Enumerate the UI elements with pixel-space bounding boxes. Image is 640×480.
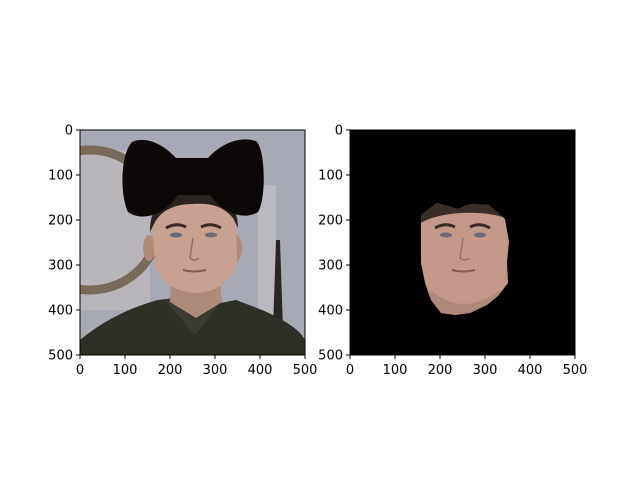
cropped-nose bbox=[459, 237, 470, 261]
right-y-tick-label: 400 bbox=[318, 304, 343, 319]
nose bbox=[189, 237, 200, 261]
right-image-panel bbox=[350, 130, 575, 355]
cropped-hair bbox=[421, 203, 509, 226]
black-mask bbox=[122, 139, 264, 217]
eyebrow-right bbox=[200, 223, 222, 230]
right-x-tick-label: 400 bbox=[518, 363, 543, 378]
left-x-tick-label: 0 bbox=[76, 363, 84, 378]
cropped-eyebrow-left bbox=[434, 223, 456, 230]
face bbox=[152, 195, 237, 293]
left-y-tick-label: 500 bbox=[48, 349, 73, 364]
right-x-tick-label: 0 bbox=[346, 363, 354, 378]
right-x-tick-label: 100 bbox=[383, 363, 408, 378]
wall-stripe bbox=[258, 185, 276, 335]
right-x-tick-label: 500 bbox=[563, 363, 588, 378]
left-x-tick-label: 200 bbox=[158, 363, 183, 378]
rifle bbox=[273, 240, 283, 330]
left-y-tick-label: 300 bbox=[48, 259, 73, 274]
eyebrow-left bbox=[165, 223, 187, 230]
right-y-tick-label: 200 bbox=[318, 214, 343, 229]
right-axes-frame bbox=[349, 129, 576, 356]
cropped-eye-right bbox=[474, 232, 486, 238]
left-axes-frame bbox=[79, 129, 306, 356]
eye-right bbox=[205, 232, 217, 238]
ear-left bbox=[143, 235, 155, 261]
eye-left bbox=[170, 232, 182, 238]
left-x-tick-label: 400 bbox=[248, 363, 273, 378]
right-x-tick-label: 200 bbox=[428, 363, 453, 378]
right-y-tick-label: 100 bbox=[318, 169, 343, 184]
left-x-tick-label: 500 bbox=[293, 363, 318, 378]
left-x-tick-label: 300 bbox=[203, 363, 228, 378]
left-x-tick-label: 100 bbox=[113, 363, 138, 378]
right-y-tick-label: 0 bbox=[335, 124, 343, 139]
cropped-eye-left bbox=[440, 232, 452, 238]
left-y-tick-label: 400 bbox=[48, 304, 73, 319]
right-y-tick-label: 500 bbox=[318, 349, 343, 364]
cropped-eyebrow-right bbox=[469, 223, 491, 230]
left-y-tick-label: 0 bbox=[65, 124, 73, 139]
cropped-mouth bbox=[451, 269, 476, 273]
left-y-tick-label: 200 bbox=[48, 214, 73, 229]
left-y-tick-label: 100 bbox=[48, 169, 73, 184]
mouth bbox=[182, 269, 207, 273]
left-image-panel bbox=[80, 130, 305, 355]
right-y-tick-label: 300 bbox=[318, 259, 343, 274]
right-x-tick-label: 300 bbox=[473, 363, 498, 378]
